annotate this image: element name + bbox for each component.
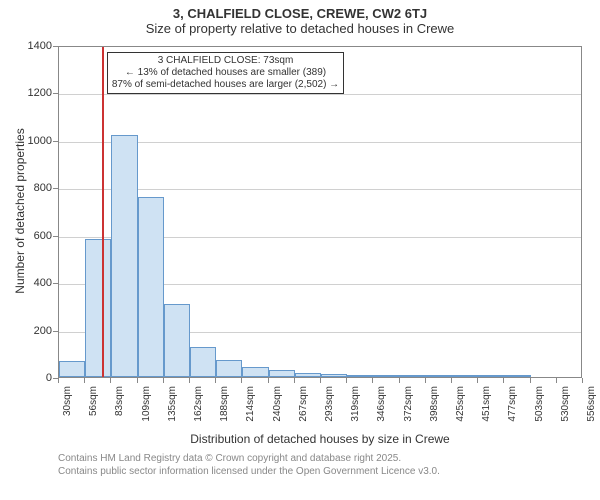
x-tick-label: 30sqm [62,386,73,436]
histogram-bar [85,239,111,377]
x-tick-label: 346sqm [376,386,387,436]
y-tick-label: 800 [0,182,52,194]
y-tick-label: 1000 [0,135,52,147]
x-tick-label: 319sqm [350,386,361,436]
y-tick-mark [53,93,58,94]
x-tick-label: 214sqm [245,386,256,436]
x-tick-mark [241,378,242,383]
annotation-line: ← 13% of detached houses are smaller (38… [112,67,339,79]
x-tick-mark [399,378,400,383]
x-tick-label: 83sqm [114,386,125,436]
x-axis-label: Distribution of detached houses by size … [58,432,582,446]
histogram-bar [59,361,85,377]
histogram-bar [295,373,321,377]
y-tick-label: 1200 [0,87,52,99]
y-tick-mark [53,331,58,332]
x-tick-mark [503,378,504,383]
x-tick-mark [110,378,111,383]
y-tick-label: 400 [0,277,52,289]
y-tick-mark [53,46,58,47]
histogram-bar [347,375,373,377]
x-tick-label: 135sqm [167,386,178,436]
annotation-line: 87% of semi-detached houses are larger (… [112,79,339,91]
x-tick-label: 267sqm [298,386,309,436]
y-tick-mark [53,236,58,237]
x-tick-mark [189,378,190,383]
x-tick-label: 530sqm [560,386,571,436]
x-tick-mark [163,378,164,383]
x-tick-label: 293sqm [324,386,335,436]
histogram-bar [504,375,530,377]
plot-area [58,46,582,378]
grid-line [59,94,581,95]
x-tick-label: 425sqm [455,386,466,436]
x-tick-label: 503sqm [534,386,545,436]
histogram-bar [269,370,295,377]
x-tick-mark [451,378,452,383]
x-tick-mark [477,378,478,383]
histogram-bar [426,375,452,377]
x-tick-label: 109sqm [141,386,152,436]
x-tick-label: 240sqm [272,386,283,436]
x-tick-label: 477sqm [507,386,518,436]
chart-title: 3, CHALFIELD CLOSE, CREWE, CW2 6TJ [0,0,600,21]
x-tick-mark [372,378,373,383]
x-tick-mark [215,378,216,383]
x-tick-label: 188sqm [219,386,230,436]
x-tick-mark [582,378,583,383]
histogram-bar [373,375,399,377]
x-tick-mark [84,378,85,383]
x-tick-mark [530,378,531,383]
y-tick-label: 200 [0,325,52,337]
x-tick-mark [294,378,295,383]
histogram-bar [138,197,164,377]
x-tick-mark [556,378,557,383]
chart-subtitle: Size of property relative to detached ho… [0,21,600,40]
x-tick-mark [137,378,138,383]
marker-line [102,47,104,377]
annotation-box: 3 CHALFIELD CLOSE: 73sqm ← 13% of detach… [107,52,344,94]
y-tick-label: 1400 [0,40,52,52]
histogram-bar [242,367,268,377]
x-tick-mark [346,378,347,383]
annotation-line: 3 CHALFIELD CLOSE: 73sqm [112,55,339,67]
x-tick-label: 556sqm [586,386,597,436]
x-tick-mark [268,378,269,383]
x-tick-mark [58,378,59,383]
y-tick-mark [53,141,58,142]
histogram-bar [216,360,242,377]
x-tick-mark [425,378,426,383]
x-tick-label: 372sqm [403,386,414,436]
x-tick-label: 162sqm [193,386,204,436]
y-tick-mark [53,283,58,284]
footer-attribution: Contains HM Land Registry data © Crown c… [58,452,440,478]
y-tick-label: 0 [0,372,52,384]
histogram-bar [190,347,216,377]
histogram-bar [111,135,137,377]
footer-line: Contains public sector information licen… [58,465,440,478]
x-tick-label: 451sqm [481,386,492,436]
histogram-bar [321,374,347,377]
histogram-bar [452,375,478,377]
histogram-bar [478,375,504,377]
x-tick-mark [320,378,321,383]
x-tick-label: 398sqm [429,386,440,436]
histogram-bar [164,304,190,378]
y-tick-mark [53,188,58,189]
y-tick-label: 600 [0,230,52,242]
histogram-bar [400,375,426,377]
footer-line: Contains HM Land Registry data © Crown c… [58,452,440,465]
x-tick-label: 56sqm [88,386,99,436]
